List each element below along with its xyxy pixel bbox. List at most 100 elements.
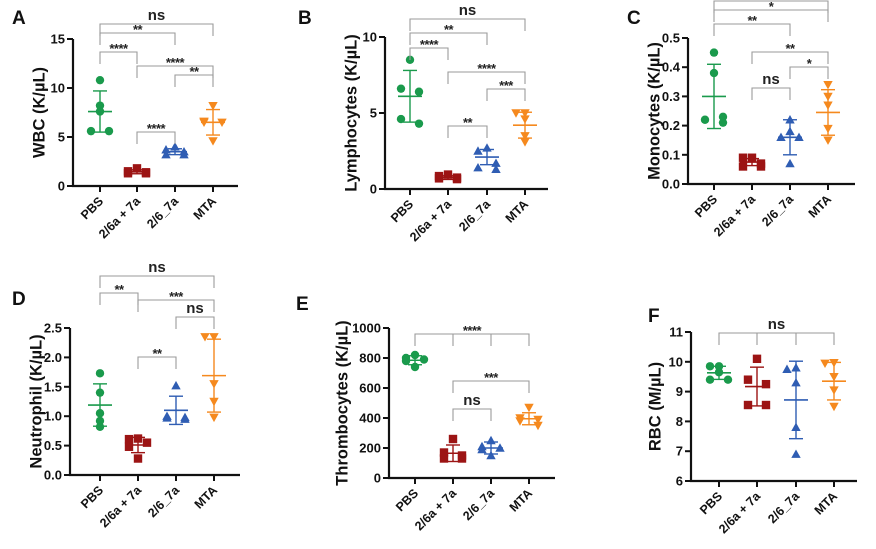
data-point — [791, 422, 801, 432]
data-point — [171, 380, 181, 390]
x-tick-label: MTA — [192, 483, 220, 511]
data-point — [396, 84, 406, 93]
significance-bracket: ** — [174, 64, 214, 87]
data-point — [217, 118, 227, 127]
bracket-line — [751, 87, 791, 100]
significance-bracket: ns — [175, 300, 215, 329]
y-tick-label: 400 — [359, 411, 381, 426]
y-tick-label: 10 — [51, 81, 65, 96]
bracket-line — [175, 316, 215, 329]
series-2 — [782, 360, 808, 458]
data-point — [747, 153, 757, 162]
y-axis-label: Neutrophil (K/µL) — [27, 334, 45, 468]
data-point — [95, 416, 105, 426]
y-tick-label: 11 — [669, 325, 683, 340]
data-point — [829, 358, 839, 368]
data-point — [208, 101, 218, 111]
series-1 — [123, 164, 151, 178]
data-point — [761, 379, 771, 389]
series-2 — [162, 380, 190, 426]
x-tick-label: MTA — [503, 197, 531, 225]
data-point — [829, 386, 839, 395]
significance-bracket: **** — [447, 61, 526, 84]
significance-label: ** — [785, 41, 796, 56]
significance-bracket: * — [789, 56, 829, 79]
significance-label: ns — [463, 392, 481, 409]
panel-letter: C — [627, 8, 641, 29]
significance-bracket: ** — [99, 282, 139, 305]
x-tick-label: PBS — [697, 489, 725, 517]
data-point — [491, 158, 501, 167]
y-axis-label: Lymphocytes (K/µL) — [342, 34, 360, 191]
significance-label: ns — [768, 316, 786, 333]
data-point — [486, 435, 496, 445]
series-1 — [124, 434, 152, 463]
y-axis-label: WBC (K/µL) — [30, 67, 48, 158]
data-point — [448, 434, 458, 444]
y-axis-label: Thrombocytes (K/µL) — [333, 320, 351, 485]
significance-bracket: **** — [414, 323, 530, 346]
data-point — [823, 92, 833, 102]
bracket-line — [136, 65, 214, 78]
data-point — [133, 454, 143, 463]
y-tick-label: 5 — [370, 106, 377, 121]
data-point — [791, 377, 801, 387]
significance-label: ns — [148, 259, 166, 276]
series-3 — [199, 101, 227, 146]
bracket-line — [99, 51, 138, 64]
x-tick-label: 2/6a + 7a — [97, 482, 145, 530]
data-point — [410, 350, 420, 360]
significance-label: ns — [762, 0, 780, 1]
series-3 — [515, 403, 543, 431]
data-point — [823, 81, 833, 90]
data-point — [791, 363, 801, 372]
data-point — [823, 101, 833, 110]
data-point — [180, 414, 190, 423]
data-point — [705, 375, 715, 384]
data-point — [179, 149, 189, 159]
bracket-line — [486, 88, 526, 101]
x-tick-label: 2/6a + 7a — [716, 488, 764, 536]
significance-bracket: **** — [99, 41, 138, 64]
series-2 — [477, 435, 505, 460]
y-tick-label: 0 — [58, 179, 65, 194]
x-tick-label: MTA — [191, 194, 219, 222]
significance-label: *** — [499, 78, 514, 93]
bracket-line — [99, 23, 214, 36]
x-tick-label: 2/6_7a — [759, 191, 797, 229]
data-point — [439, 448, 449, 457]
data-point — [123, 169, 133, 178]
data-point — [785, 126, 795, 136]
series-3 — [820, 358, 846, 412]
panel-letter: B — [298, 8, 312, 29]
data-point — [95, 422, 105, 431]
x-tick-label: PBS — [692, 192, 720, 220]
data-point — [756, 162, 766, 171]
x-tick-label: 2/6_7a — [144, 193, 182, 231]
data-point — [199, 118, 209, 127]
data-point — [520, 132, 530, 141]
y-tick-label: 1.5 — [44, 379, 62, 394]
data-point — [723, 375, 733, 384]
bracket-line — [789, 66, 829, 79]
series-2 — [161, 142, 189, 159]
data-point — [705, 362, 715, 371]
data-point — [524, 403, 534, 413]
significance-label: **** — [420, 37, 440, 52]
y-tick-label: 800 — [359, 351, 381, 366]
data-point — [823, 124, 833, 134]
data-point — [761, 400, 771, 410]
data-point — [443, 170, 453, 179]
y-tick-label: 0.5 — [44, 438, 62, 453]
x-tick-label: MTA — [812, 489, 840, 517]
y-tick-label: 2.5 — [44, 321, 62, 336]
series-2 — [776, 115, 804, 168]
bracket-line — [99, 292, 139, 305]
significance-bracket: ns — [718, 316, 835, 345]
series-0 — [700, 48, 728, 130]
data-point — [520, 109, 530, 118]
